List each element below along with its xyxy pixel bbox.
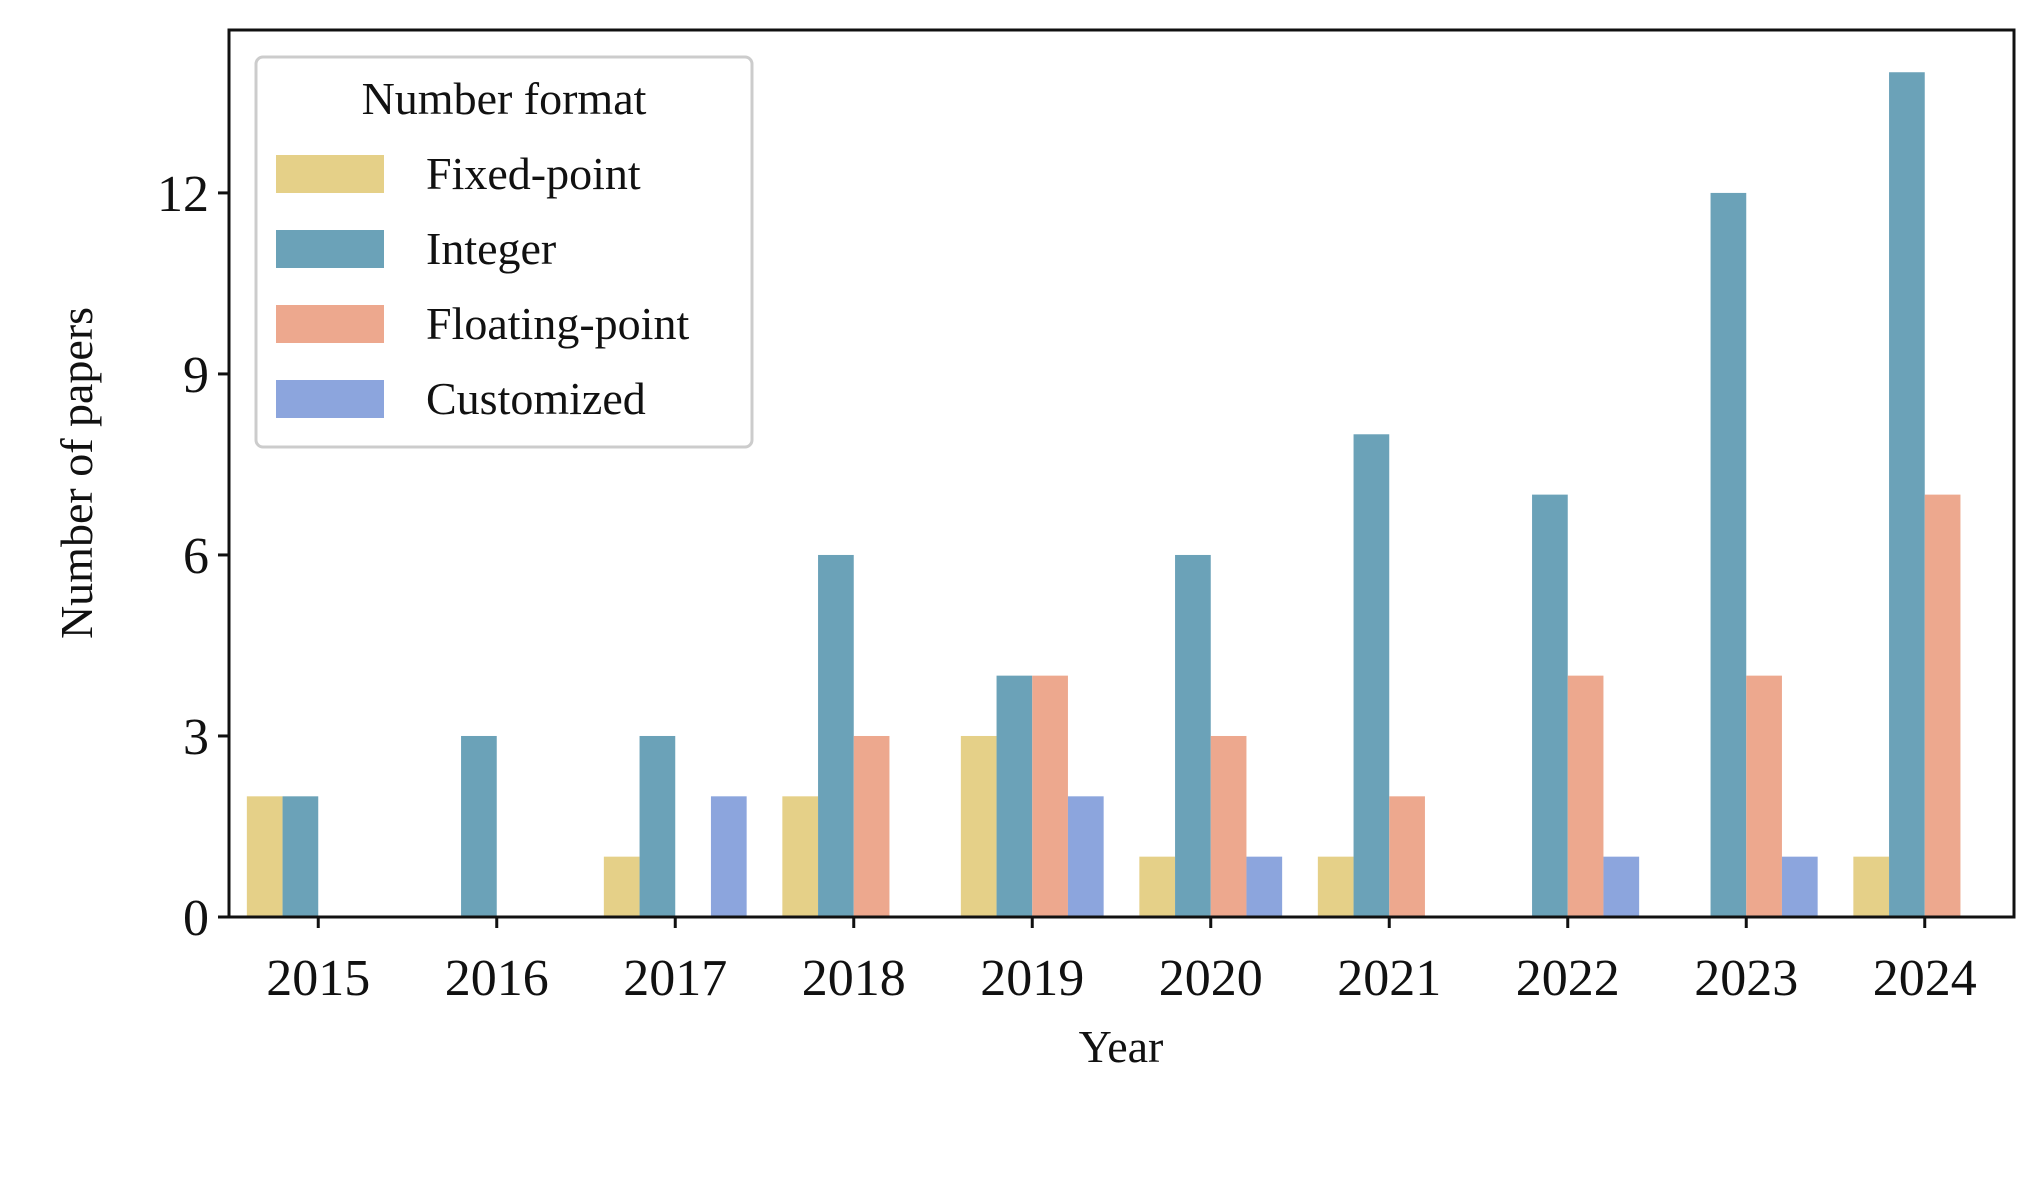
bar-customized-2017 [710, 796, 747, 917]
y-axis-label: Number of papers [51, 307, 102, 639]
legend-label-floating-point: Floating-point [426, 298, 689, 349]
bar-customized-2022 [1603, 856, 1640, 917]
y-tick-label: 0 [183, 890, 209, 947]
x-tick-label: 2020 [1159, 950, 1263, 1007]
bar-floating-point-2020 [1210, 735, 1247, 917]
x-tick-label: 2016 [445, 950, 549, 1007]
y-tick-label: 9 [183, 347, 209, 404]
bar-integer-2017 [639, 735, 676, 917]
bar-customized-2023 [1781, 856, 1818, 917]
legend-title: Number format [362, 73, 647, 124]
legend-items: Fixed-point Integer Floating-point Customiz… [276, 148, 689, 424]
bar-integer-2016 [461, 735, 497, 917]
bar-fixed-point-2018 [782, 796, 819, 917]
bar-integer-2015 [282, 796, 319, 917]
legend-swatch-customized [276, 380, 384, 418]
legend-label-integer: Integer [426, 223, 556, 274]
bar-fixed-point-2021 [1317, 856, 1354, 917]
x-tick-label: 2022 [1516, 950, 1620, 1007]
y-axis: 0 3 6 9 12 [157, 166, 229, 947]
bar-floating-point-2022 [1567, 675, 1604, 917]
x-tick-label: 2024 [1873, 950, 1977, 1007]
legend-swatch-floating-point [276, 305, 384, 343]
bar-integer-2018 [818, 554, 854, 917]
legend-swatch-integer [276, 230, 384, 268]
y-tick-label: 12 [157, 166, 209, 223]
bar-floating-point-2019 [1032, 675, 1068, 917]
x-tick-label: 2015 [266, 950, 370, 1007]
bar-integer-2024 [1889, 72, 1925, 918]
x-tick-label: 2021 [1337, 950, 1441, 1007]
legend: Number format Fixed-point Integer Floating… [254, 55, 754, 449]
bar-fixed-point-2015 [246, 796, 283, 917]
bar-customized-2020 [1246, 856, 1283, 917]
bar-customized-2019 [1067, 796, 1104, 917]
bar-integer-2020 [1175, 554, 1211, 917]
x-tick-label: 2019 [980, 950, 1084, 1007]
x-tick-label: 2018 [802, 950, 906, 1007]
x-tick-label: 2017 [623, 950, 727, 1007]
legend-label-fixed-point: Fixed-point [426, 148, 641, 199]
bar-fixed-point-2020 [1139, 856, 1176, 917]
legend-label-customized: Customized [426, 373, 646, 424]
bars-group [246, 72, 1961, 918]
x-tick-label: 2023 [1694, 950, 1798, 1007]
bar-floating-point-2021 [1389, 796, 1425, 917]
bar-floating-point-2018 [853, 735, 890, 917]
legend-swatch-fixed-point [276, 155, 384, 193]
bar-floating-point-2024 [1924, 494, 1961, 917]
bar-integer-2019 [996, 675, 1033, 917]
bar-integer-2023 [1710, 192, 1747, 918]
y-tick-label: 3 [183, 709, 209, 766]
x-axis: 2015 2016 2017 2018 2019 2020 2021 2022 2023 2024 [266, 917, 1977, 1007]
bar-integer-2022 [1532, 494, 1568, 917]
legend-box [254, 55, 754, 449]
plot-frame [227, 28, 2016, 919]
x-axis-label: Year [1079, 1021, 1164, 1072]
bar-fixed-point-2017 [603, 856, 640, 917]
bar-fixed-point-2024 [1853, 856, 1890, 917]
bar-fixed-point-2019 [960, 735, 997, 917]
bar-floating-point-2023 [1746, 675, 1782, 917]
y-tick-label: 6 [183, 528, 209, 585]
bar-integer-2021 [1353, 434, 1390, 917]
